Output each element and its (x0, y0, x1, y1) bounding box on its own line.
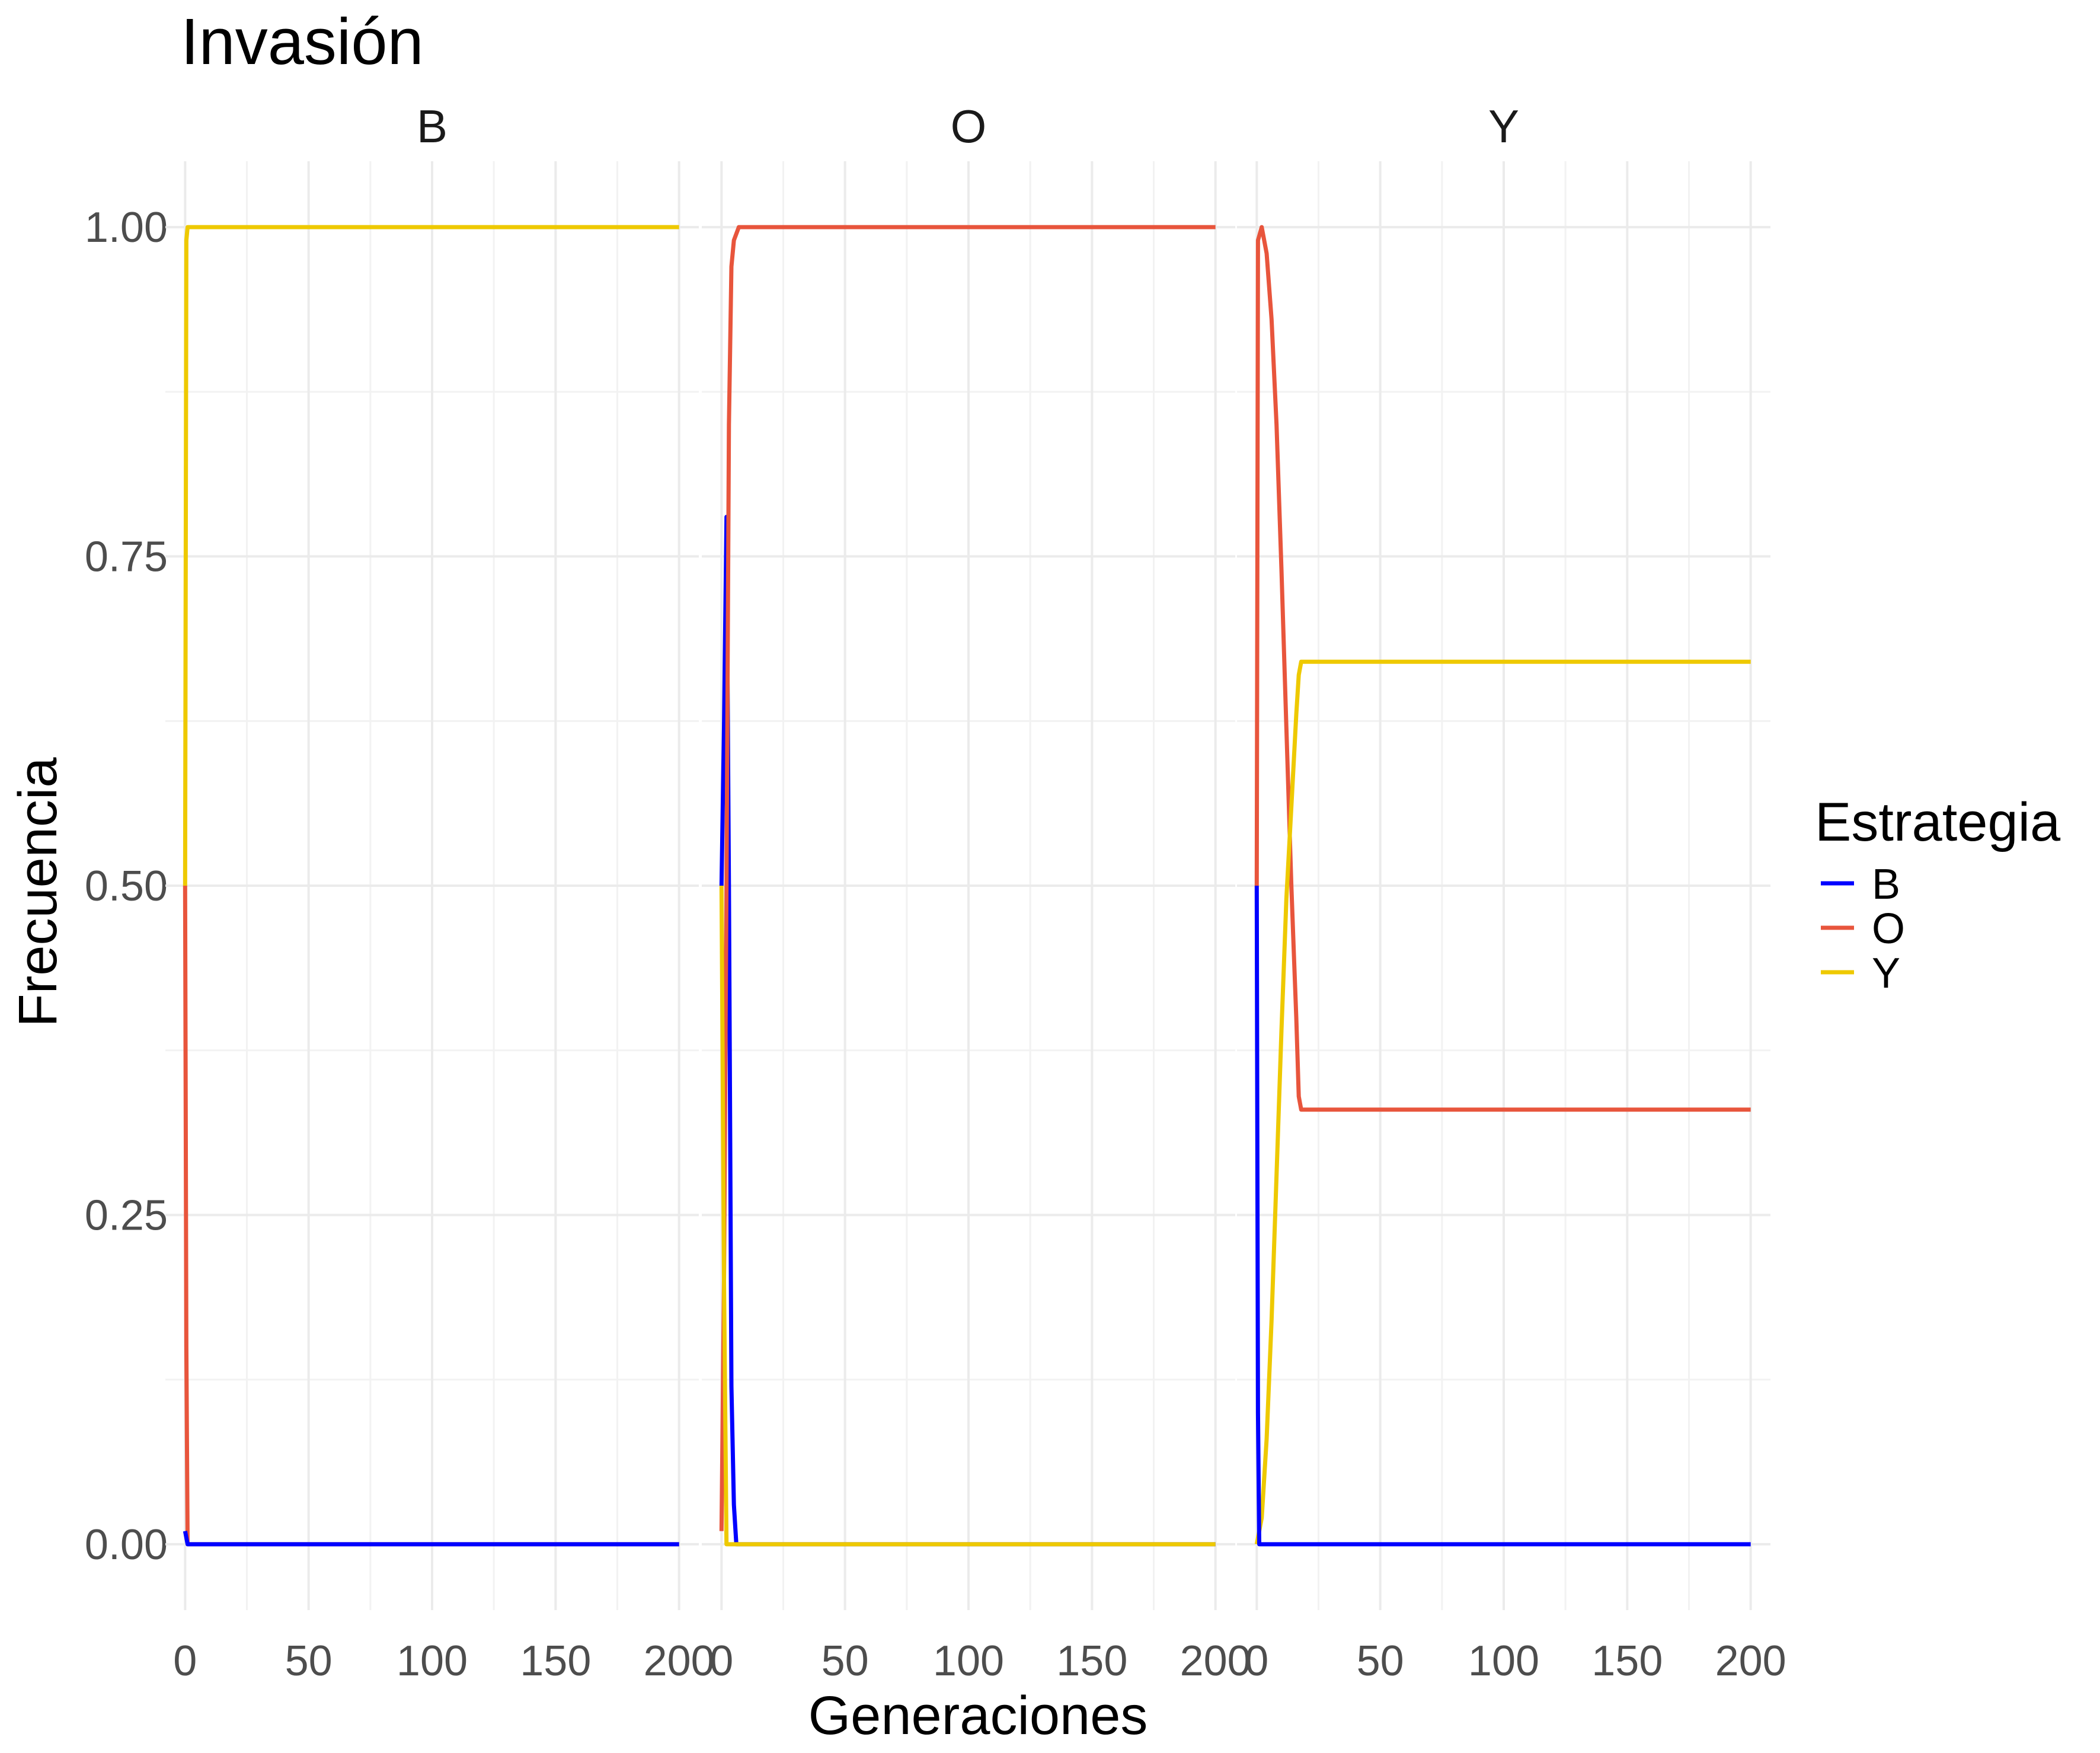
legend-title: Estrategia (1815, 792, 2061, 852)
x-tick-label: 200 (1715, 1637, 1786, 1685)
x-tick-label: 50 (1357, 1637, 1404, 1685)
y-tick-label: 0.25 (85, 1192, 168, 1239)
y-tick-label: 1.00 (85, 204, 168, 251)
facet-strip-label: B (417, 100, 448, 152)
x-tick-label: 0 (709, 1637, 733, 1685)
y-axis-label: Frecuencia (8, 757, 68, 1027)
x-tick-label: 200 (644, 1637, 715, 1685)
facet-panel-y: Y 0 50 100 150 200 (1237, 100, 1786, 1685)
panels-layer: 0.00 0.25 0.50 0.75 1.00 B 0 50 100 150 200 O 0 50 100… (85, 100, 1786, 1685)
series-line-o (1254, 225, 1751, 1112)
series-line-b (183, 1531, 679, 1547)
y-tick-label: 0.00 (85, 1521, 168, 1569)
series-line-y (1254, 659, 1751, 1545)
facet-strip-label: O (951, 100, 987, 152)
x-tick-label: 0 (173, 1637, 197, 1685)
y-tick-label: 0.75 (85, 534, 168, 581)
facet-panel-b: B 0 50 100 150 200 (165, 100, 715, 1685)
legend-label-b: B (1872, 861, 1900, 908)
legend: Estrategia BOY (1815, 792, 2061, 997)
x-tick-label: 200 (1180, 1637, 1251, 1685)
legend-label-o: O (1872, 905, 1905, 953)
series-line-y (719, 885, 1216, 1547)
facet-strip-label: Y (1488, 100, 1519, 152)
x-tick-label: 50 (822, 1637, 869, 1685)
x-tick-label: 100 (933, 1637, 1004, 1685)
series-line-b (719, 515, 1216, 1547)
x-tick-label: 100 (397, 1637, 468, 1685)
x-axis-label: Generaciones (808, 1685, 1148, 1746)
chart-title: Invasión (181, 5, 424, 78)
legend-label-y: Y (1872, 950, 1900, 997)
series-line-b (1254, 885, 1751, 1547)
y-tick-label: 0.50 (85, 863, 168, 910)
x-tick-label: 150 (1056, 1637, 1127, 1685)
x-tick-label: 100 (1468, 1637, 1539, 1685)
x-tick-label: 0 (1245, 1637, 1268, 1685)
x-tick-label: 50 (285, 1637, 333, 1685)
x-tick-label: 150 (520, 1637, 591, 1685)
x-tick-label: 150 (1591, 1637, 1663, 1685)
series-line-y (183, 225, 679, 886)
facet-panel-o: O 0 50 100 150 200 (702, 100, 1251, 1685)
